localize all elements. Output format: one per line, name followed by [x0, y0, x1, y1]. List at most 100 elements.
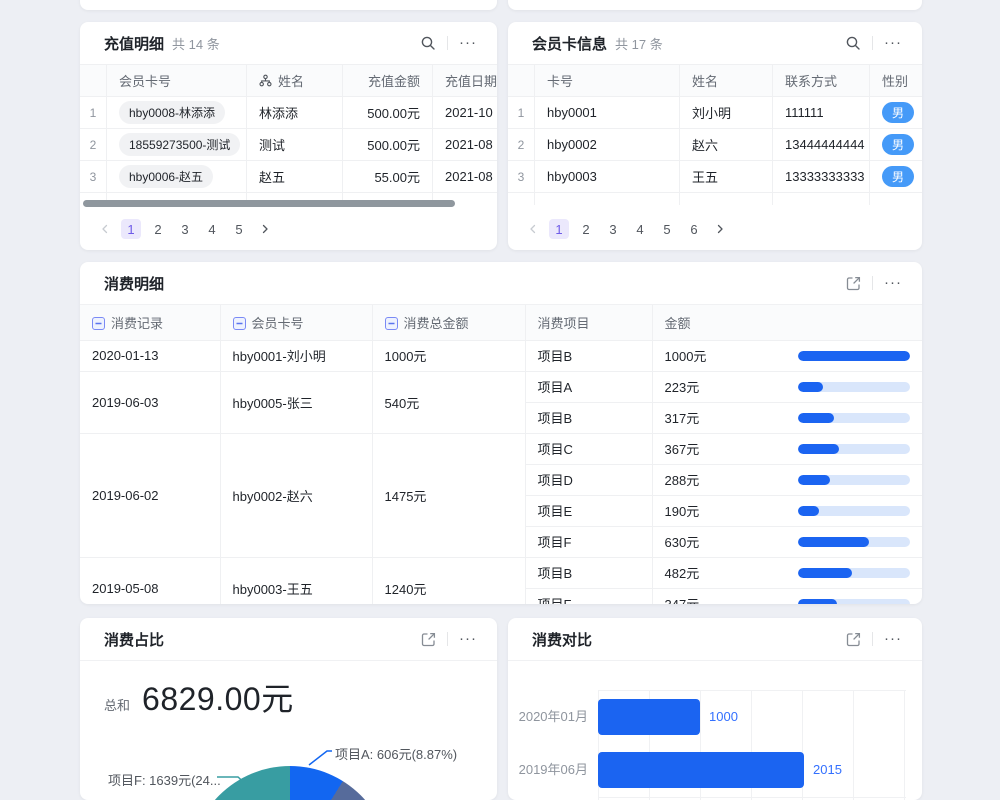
amount-bar-fill	[798, 412, 834, 423]
more-menu-button[interactable]: ···	[884, 34, 902, 51]
consumption-item-row: 2019-06-02 hby0002-赵六 1475元 项目C 367元	[80, 433, 922, 558]
header-cell[interactable]: 消费项目	[525, 305, 653, 341]
more-menu-button[interactable]: ···	[884, 274, 902, 291]
export-icon[interactable]	[846, 632, 861, 647]
amount-text: 1000元	[664, 349, 707, 364]
empty-cell	[247, 193, 343, 205]
header-cell[interactable]: 消费记录	[80, 305, 221, 341]
search-icon[interactable]	[845, 35, 861, 51]
page-number[interactable]: 4	[208, 221, 216, 237]
more-menu-button[interactable]: ···	[884, 630, 902, 647]
amount-bar-track	[798, 474, 910, 485]
panel-title: 会员卡信息	[532, 35, 608, 53]
search-icon[interactable]	[420, 35, 436, 51]
header-cell[interactable]: 性别	[882, 74, 909, 89]
member-table: 卡号 姓名 联系方式 性别 1 hby0001 刘小明 111111 男 2 hby0002 赵六 13…	[508, 64, 922, 205]
amount-cell: 500.00元	[343, 129, 433, 160]
amount-bar-fill	[798, 443, 839, 454]
amount-text: 317元	[664, 411, 700, 426]
page-number[interactable]: 3	[609, 221, 617, 237]
page-prev-button[interactable]	[96, 222, 114, 236]
name-cell: 刘小明	[680, 97, 773, 128]
table-row: 1 hby0001 刘小明 111111 男	[508, 97, 922, 129]
more-menu-button[interactable]: ···	[459, 34, 477, 51]
page-number-active[interactable]: 1	[121, 219, 141, 239]
pie-label-a: 项目A: 606元(8.87%)	[335, 747, 458, 762]
bar-value-label: 2015	[813, 762, 842, 777]
card-cell: hby0003	[535, 161, 680, 192]
header-cell[interactable]: 姓名	[680, 65, 773, 96]
page-next-button[interactable]	[256, 222, 274, 236]
header-cell[interactable]: 金额	[652, 305, 922, 341]
card-cell: hby0001	[535, 97, 680, 128]
collapse-group-icon[interactable]	[384, 316, 398, 330]
page-number-active[interactable]: 1	[549, 219, 569, 239]
row-number: 1	[80, 97, 107, 128]
amount-bar-track	[798, 567, 910, 578]
consumption-item-row: 2019-05-08 hby0003-王五 1240元 项目B 482元	[80, 557, 922, 604]
page-next-button[interactable]	[711, 222, 729, 236]
header-cell[interactable]: 充值金额	[343, 65, 433, 96]
export-icon[interactable]	[421, 632, 436, 647]
divider	[872, 36, 873, 50]
consumption-item-row: 2019-06-03 hby0005-张三 540元 项目A 223元	[80, 371, 922, 434]
project-cell: 项目B	[525, 340, 653, 372]
horizontal-scrollbar[interactable]	[83, 200, 455, 207]
amount-bar-track	[798, 443, 910, 454]
card-cell: hby0008-林添添	[107, 97, 247, 128]
card-tag[interactable]: hby0008-林添添	[119, 101, 226, 124]
page-prev-button[interactable]	[524, 222, 542, 236]
page-number[interactable]: 2	[154, 221, 162, 237]
card-cell: 18559273500-测试	[107, 129, 247, 160]
page-number[interactable]: 6	[690, 221, 698, 237]
export-icon[interactable]	[846, 276, 861, 291]
card-tag[interactable]: 18559273500-测试	[119, 133, 241, 156]
name-cell: 赵六	[680, 129, 773, 160]
header-cell[interactable]: 会员卡号	[220, 305, 373, 341]
header-cell[interactable]: 充值日期	[445, 74, 497, 89]
bar-chart: 2020年01月 1000 2019年06月 2015	[508, 661, 922, 800]
panel-above-left-edge	[80, 0, 497, 10]
gridline	[649, 690, 650, 800]
amount-cell: 500.00元	[343, 97, 433, 128]
header-cell[interactable]: 卡号	[535, 65, 680, 96]
table-row: 3 hby0006-赵五 赵五 55.00元 2021-08	[80, 161, 497, 193]
phone-cell: 13444444444	[773, 129, 870, 160]
panel-title: 消费占比	[104, 631, 165, 649]
total-amount-cell: 540元	[372, 371, 526, 434]
date-cell: 2021-08	[445, 137, 493, 152]
empty-cell	[343, 193, 433, 205]
panel-title: 消费对比	[532, 631, 593, 649]
record-date-cell: 2020-01-13	[80, 340, 221, 372]
header-cell[interactable]: 姓名	[247, 65, 343, 96]
bar-category-label: 2019年06月	[518, 762, 588, 777]
amount-text: 367元	[664, 442, 700, 457]
page-number[interactable]: 5	[235, 221, 243, 237]
amount-text: 190元	[664, 504, 700, 519]
project-cell: 项目A	[525, 371, 653, 403]
amount-cell: 630元	[652, 526, 922, 558]
page-number[interactable]: 4	[636, 221, 644, 237]
consumption-item-row: 2020-01-13 hby0001-刘小明 1000元 项目B 1000元	[80, 340, 922, 372]
header-cell[interactable]: 消费总金额	[372, 305, 526, 341]
table-header-row: 会员卡号 姓名 充值金额 充值日期	[80, 64, 497, 97]
collapse-group-icon[interactable]	[92, 316, 105, 330]
amount-cell: 317元	[652, 402, 922, 434]
amount-bar-fill	[798, 567, 852, 578]
gridline	[598, 690, 599, 800]
header-cell[interactable]: 联系方式	[773, 65, 870, 96]
amount-cell: 482元	[652, 557, 922, 589]
card-tag[interactable]: hby0006-赵五	[119, 165, 214, 188]
page-number[interactable]: 2	[582, 221, 590, 237]
row-number: 3	[80, 161, 107, 192]
gender-badge: 男	[882, 166, 915, 187]
header-cell[interactable]: 会员卡号	[107, 65, 247, 96]
gender-badge: 男	[882, 134, 915, 155]
project-cell: 项目E	[525, 495, 653, 527]
page-number[interactable]: 5	[663, 221, 671, 237]
page-number[interactable]: 3	[181, 221, 189, 237]
collapse-group-icon[interactable]	[232, 316, 246, 330]
amount-text: 630元	[664, 535, 700, 550]
more-menu-button[interactable]: ···	[459, 630, 477, 647]
